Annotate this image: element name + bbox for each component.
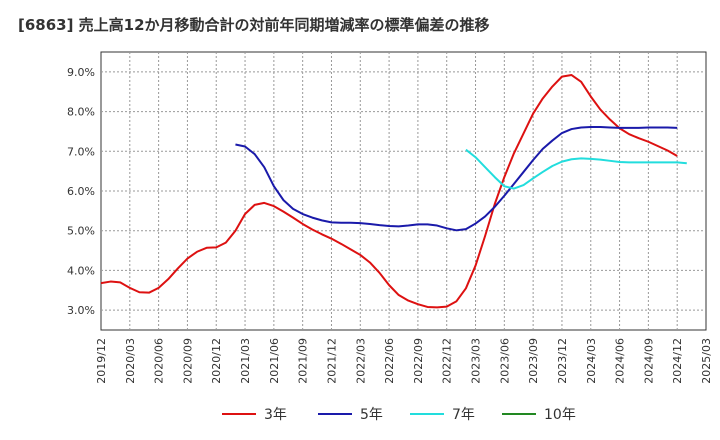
x-tick-label: 2019/12 [95,338,108,384]
y-tick-label: 7.0% [67,145,95,158]
y-tick-label: 3.0% [67,304,95,317]
x-tick-label: 2023/09 [527,338,540,384]
x-tick-label: 2021/03 [239,338,252,384]
x-tick-label: 2023/03 [470,338,483,384]
plot-area [100,51,707,331]
x-tick-label: 2020/09 [181,338,194,384]
y-tick-label: 8.0% [67,106,95,119]
y-tick-label: 6.0% [67,185,95,198]
series-line-3 [465,148,687,190]
x-tick-label: 2020/12 [210,338,223,384]
x-tick-label: 2024/09 [642,338,655,384]
legend-label-1: 3年 [264,407,287,423]
x-tick-label: 2021/12 [325,338,338,384]
x-tick-label: 2022/06 [383,338,396,384]
y-tick-label: 9.0% [67,66,95,79]
grid-lines [101,52,706,330]
x-tick-label: 2023/12 [556,338,569,384]
x-tick-label: 2022/12 [441,338,454,384]
x-tick-label: 2023/06 [498,338,511,384]
x-axis-ticks: 2019/12 2020/03 2020/06 2020/09 2020/12 2021/… [95,338,713,384]
x-tick-label: 2024/12 [671,338,684,384]
x-tick-label: 2024/03 [585,338,598,384]
series-line-1 [100,74,678,309]
x-tick-label: 2021/06 [268,338,281,384]
x-tick-label: 2024/06 [614,338,627,384]
x-tick-label: 2020/06 [153,338,166,384]
legend: 3年 5年 7年 10年 [222,407,576,423]
y-tick-label: 5.0% [67,225,95,238]
series-lines [100,74,687,309]
x-tick-label: 2022/09 [412,338,425,384]
y-tick-label: 4.0% [67,264,95,277]
x-tick-label: 2021/09 [297,338,310,384]
x-tick-label: 2022/03 [354,338,367,384]
series-line-2 [235,126,678,232]
legend-label-4: 10年 [544,407,576,423]
x-tick-label: 2020/03 [124,338,137,384]
legend-label-3: 7年 [452,407,475,423]
x-tick-label: 2025/03 [700,338,713,384]
y-axis-ticks: 3.0% 4.0% 5.0% 6.0% 7.0% 8.0% 9.0% [67,66,95,317]
chart-title: [6863] 売上高12か月移動合計の対前年同期増減率の標準偏差の推移 [18,16,490,34]
legend-label-2: 5年 [360,407,383,423]
